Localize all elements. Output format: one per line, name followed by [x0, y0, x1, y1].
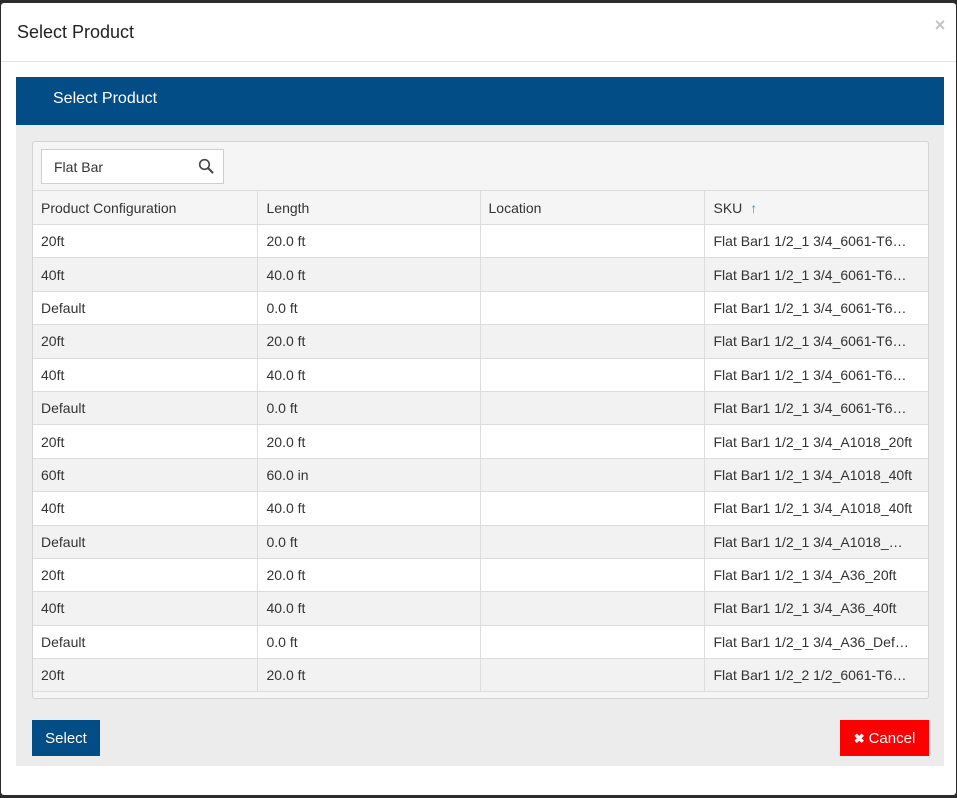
cell-length: 60.0 in: [257, 458, 481, 493]
cell-length: 20.0 ft: [257, 324, 481, 359]
cell-length: 40.0 ft: [257, 591, 481, 626]
table-row[interactable]: 20ft 20.0 ft Flat Bar1 1/2_2 1/2_6061-T6…: [33, 658, 928, 693]
column-header-sku[interactable]: SKU ↑: [704, 190, 928, 225]
modal-header: Select Product ×: [1, 3, 956, 62]
table-row[interactable]: Default 0.0 ft Flat Bar1 1/2_1 3/4_A1018_…: [33, 525, 928, 559]
select-button[interactable]: Select: [32, 720, 100, 756]
cell-location: [480, 424, 705, 459]
cell-sku: Flat Bar1 1/2_1 3/4_6061-T6…: [704, 224, 928, 259]
cell-location: [480, 625, 705, 660]
search-icon[interactable]: [198, 158, 214, 174]
cell-product-configuration: Default: [33, 525, 258, 559]
cell-location: [480, 658, 705, 693]
cell-location: [480, 324, 705, 359]
cell-sku: Flat Bar1 1/2_2 1/2_6061-T6…: [704, 658, 928, 693]
cell-product-configuration: 40ft: [33, 257, 258, 292]
cell-length: 0.0 ft: [257, 291, 481, 326]
cell-sku: Flat Bar1 1/2_1 3/4_A36_Def…: [704, 625, 928, 660]
cell-length: 0.0 ft: [257, 625, 481, 660]
cell-sku: Flat Bar1 1/2_1 3/4_A36_40ft: [704, 591, 928, 626]
table-row[interactable]: 20ft 20.0 ft Flat Bar1 1/2_1 3/4_A36_20ft: [33, 558, 928, 593]
close-icon: ✖: [853, 730, 865, 746]
table-row[interactable]: Default 0.0 ft Flat Bar1 1/2_1 3/4_A36_Def…: [33, 625, 928, 660]
cell-length: 20.0 ft: [257, 424, 481, 459]
cell-location: [480, 358, 705, 392]
table-row[interactable]: 40ft 40.0 ft Flat Bar1 1/2_1 3/4_6061-T6…: [33, 358, 928, 392]
cell-location: [480, 525, 705, 559]
sort-ascending-icon[interactable]: ↑: [750, 199, 758, 216]
cell-location: [480, 291, 705, 326]
table-row[interactable]: 60ft 60.0 in Flat Bar1 1/2_1 3/4_A1018_40f…: [33, 458, 928, 493]
table-row[interactable]: 20ft 20.0 ft Flat Bar1 1/2_1 3/4_6061-T6…: [33, 224, 928, 259]
cell-product-configuration: 40ft: [33, 491, 258, 526]
product-grid: Product Configuration Length Location SK…: [32, 141, 929, 699]
cell-product-configuration: 20ft: [33, 658, 258, 693]
table-row[interactable]: 40ft 40.0 ft Flat Bar1 1/2_1 3/4_A36_40ft: [33, 591, 928, 626]
cell-sku: Flat Bar1 1/2_1 3/4_6061-T6…: [704, 391, 928, 426]
table-row[interactable]: Default 0.0 ft Flat Bar1 1/2_1 3/4_6061-T6…: [33, 291, 928, 326]
cell-length: 20.0 ft: [257, 224, 481, 259]
cancel-button-label: Cancel: [868, 729, 916, 747]
cell-length: 20.0 ft: [257, 658, 481, 693]
cell-product-configuration: 20ft: [33, 324, 258, 359]
cell-sku: Flat Bar1 1/2_1 3/4_6061-T6…: [704, 324, 928, 359]
cell-location: [480, 491, 705, 526]
cell-sku: Flat Bar1 1/2_1 3/4_A36_20ft: [704, 558, 928, 593]
table-header-row: Product Configuration Length Location SK…: [33, 190, 928, 225]
cell-product-configuration: 20ft: [33, 558, 258, 593]
cell-product-configuration: 20ft: [33, 224, 258, 259]
cell-length: 0.0 ft: [257, 391, 481, 426]
cell-sku: Flat Bar1 1/2_1 3/4_A1018_20ft: [704, 424, 928, 459]
table-row[interactable]: 20ft 20.0 ft Flat Bar1 1/2_1 3/4_A1018_20f…: [33, 424, 928, 459]
modal-title: Select Product: [17, 22, 135, 42]
column-header-location[interactable]: Location: [480, 190, 705, 225]
column-header-length[interactable]: Length: [257, 190, 481, 225]
cell-product-configuration: 40ft: [33, 591, 258, 626]
cell-length: 40.0 ft: [257, 358, 481, 392]
search-input[interactable]: [42, 150, 192, 183]
panel-title: Select Product: [16, 77, 944, 125]
cell-product-configuration: 60ft: [33, 458, 258, 493]
cell-product-configuration: Default: [33, 625, 258, 660]
cancel-button[interactable]: ✖ Cancel: [840, 720, 929, 756]
cell-length: 20.0 ft: [257, 558, 481, 593]
cell-location: [480, 558, 705, 593]
cell-sku: Flat Bar1 1/2_1 3/4_A1018_40ft: [704, 458, 928, 493]
cell-product-configuration: Default: [33, 291, 258, 326]
table-row[interactable]: Default 0.0 ft Flat Bar1 1/2_1 3/4_6061-T6…: [33, 391, 928, 426]
cell-length: 40.0 ft: [257, 491, 481, 526]
cell-length: 40.0 ft: [257, 257, 481, 292]
cell-sku: Flat Bar1 1/2_1 3/4_6061-T6…: [704, 358, 928, 392]
cell-length: 0.0 ft: [257, 525, 481, 559]
table-row[interactable]: 20ft 20.0 ft Flat Bar1 1/2_1 3/4_6061-T6…: [33, 324, 928, 359]
product-table: Product Configuration Length Location SK…: [33, 190, 928, 693]
cell-location: [480, 257, 705, 292]
cell-product-configuration: Default: [33, 391, 258, 426]
cell-product-configuration: 20ft: [33, 424, 258, 459]
cell-location: [480, 458, 705, 493]
close-icon[interactable]: ×: [934, 15, 946, 35]
select-product-modal: Select Product × Select Product Product …: [1, 3, 956, 795]
column-header-product-configuration[interactable]: Product Configuration: [33, 190, 258, 225]
cell-product-configuration: 40ft: [33, 358, 258, 392]
search-box: [41, 149, 224, 184]
cell-location: [480, 224, 705, 259]
cell-sku: Flat Bar1 1/2_1 3/4_6061-T6…: [704, 257, 928, 292]
product-panel: Select Product Product Configuration Len…: [16, 77, 944, 766]
cell-location: [480, 591, 705, 626]
cell-sku: Flat Bar1 1/2_1 3/4_A1018_…: [704, 525, 928, 559]
sku-header-label: SKU: [713, 199, 743, 216]
cell-sku: Flat Bar1 1/2_1 3/4_6061-T6…: [704, 291, 928, 326]
cell-location: [480, 391, 705, 426]
table-row[interactable]: 40ft 40.0 ft Flat Bar1 1/2_1 3/4_A1018_40f…: [33, 491, 928, 526]
table-row[interactable]: 40ft 40.0 ft Flat Bar1 1/2_1 3/4_6061-T6…: [33, 257, 928, 292]
cell-sku: Flat Bar1 1/2_1 3/4_A1018_40ft: [704, 491, 928, 526]
